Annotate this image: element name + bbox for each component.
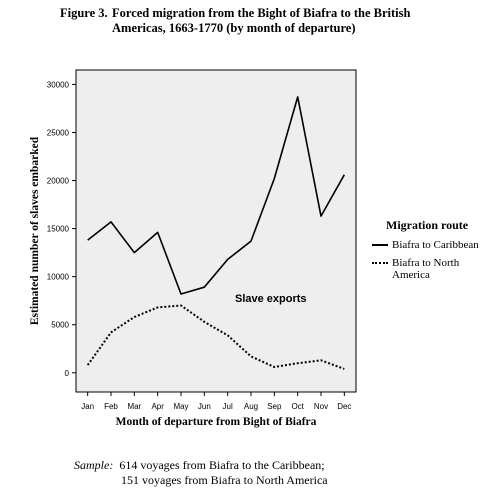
legend-title: Migration route — [386, 218, 469, 232]
x-tick-label: Jun — [198, 402, 211, 411]
x-axis-label: Month of departure from Bight of Biafra — [116, 416, 317, 428]
x-tick-label: Dec — [337, 402, 351, 411]
sample-note: Sample: 614 voyages from Biafra to the C… — [74, 458, 328, 488]
legend-swatch-solid — [372, 244, 388, 246]
x-tick-label: Aug — [244, 402, 258, 411]
y-tick-label: 15000 — [47, 225, 70, 234]
y-tick-label: 25000 — [47, 128, 70, 137]
series-line-north-america — [86, 304, 345, 370]
legend-label-caribbean: Biafra to Caribbean — [392, 239, 479, 251]
x-tick-label: May — [173, 402, 188, 411]
y-tick-label: 20000 — [47, 177, 70, 186]
y-tick-label: 30000 — [47, 80, 70, 89]
x-tick-label: Nov — [314, 402, 328, 411]
legend-swatch-dotted — [372, 262, 388, 264]
x-tick-label: Feb — [104, 402, 118, 411]
sample-line2: 151 voyages from Biafra to North America — [121, 473, 328, 487]
chart-annotation: Slave exports — [235, 293, 307, 305]
plot-area — [75, 69, 357, 393]
legend-item-north-america: Biafra to North America — [372, 257, 497, 281]
legend: Migration route Biafra to Caribbean Biaf… — [372, 218, 497, 287]
series-line-caribbean — [87, 96, 345, 295]
y-axis-label: Estimated number of slaves embarked — [29, 136, 41, 325]
x-tick-label: Jul — [223, 402, 233, 411]
y-tick-label: 10000 — [47, 273, 70, 282]
series-lines — [86, 96, 345, 370]
y-tick-label: 5000 — [51, 321, 69, 330]
y-tick-label: 0 — [65, 369, 70, 378]
figure-number: Figure 3. — [60, 6, 108, 20]
legend-item-caribbean: Biafra to Caribbean — [372, 239, 497, 251]
x-tick-label: Oct — [291, 402, 304, 411]
x-tick-label: Sep — [267, 402, 282, 411]
x-tick-label: Mar — [127, 402, 141, 411]
sample-line1: 614 voyages from Biafra to the Caribbean… — [119, 458, 325, 472]
y-axis: 0 5000 10000 15000 20000 25000 30000 — [47, 80, 76, 378]
figure-title-line2: Americas, 1663-1770 (by month of departu… — [112, 21, 356, 35]
x-axis: Jan Feb Mar Apr May Jun Jul Aug Sep Oct Nov Dec — [81, 392, 351, 411]
legend-label-north-america: Biafra to North America — [392, 257, 460, 281]
x-tick-label: Jan — [81, 402, 94, 411]
sample-label: Sample: — [74, 458, 114, 472]
x-tick-label: Apr — [151, 402, 164, 411]
figure-title-line1: Forced migration from the Bight of Biafr… — [112, 6, 411, 20]
figure-title: Figure 3. Forced migration from the Bight… — [60, 6, 460, 36]
